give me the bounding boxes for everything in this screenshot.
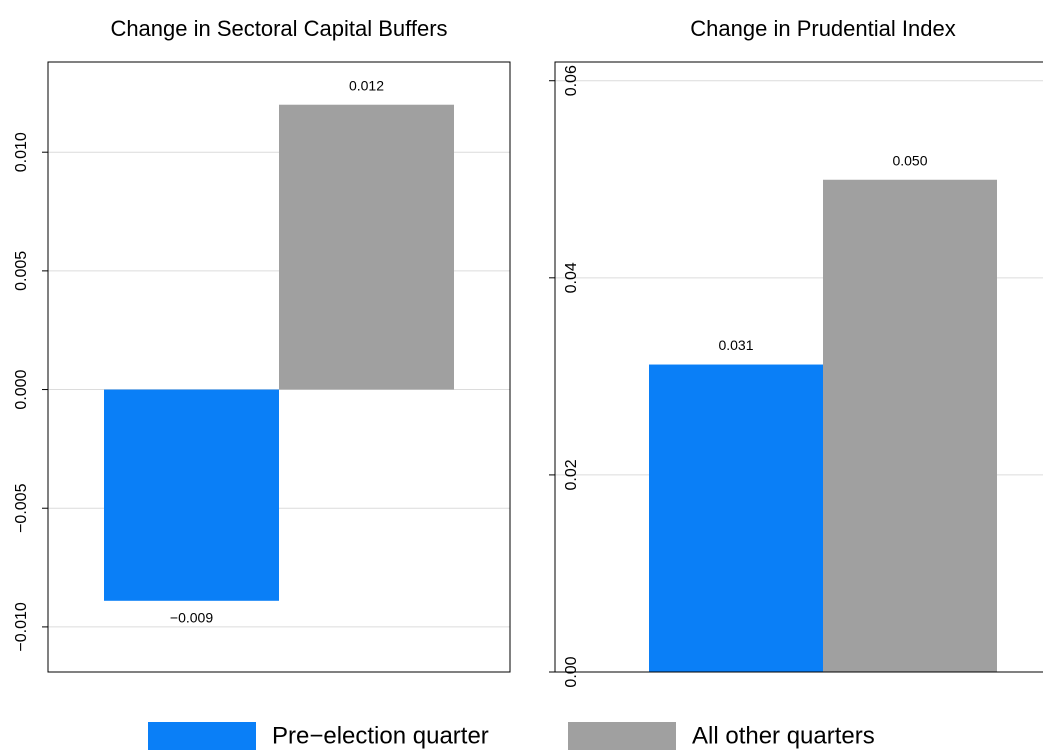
legend-label: All other quarters [692, 722, 875, 749]
bar [823, 179, 997, 673]
plot-frame [554, 61, 1043, 673]
bar [649, 364, 823, 672]
legend-swatch [568, 722, 676, 750]
y-tick-label: −0.005 [13, 483, 30, 532]
value-label: 0.031 [718, 337, 753, 353]
y-tick-label: 0.04 [563, 262, 580, 293]
y-tick-label: 0.06 [563, 65, 580, 96]
y-tick-label: 0.010 [13, 132, 30, 172]
value-label: −0.009 [170, 609, 213, 625]
y-tick-label: 0.005 [13, 251, 30, 291]
y-tick-label: 0.02 [563, 459, 580, 490]
y-tick-label: 0.000 [13, 369, 30, 409]
bar [279, 104, 454, 390]
legend-label: Pre−election quarter [272, 722, 489, 749]
value-label: 0.050 [892, 152, 927, 168]
legend-swatch [148, 722, 256, 750]
plot-frame [47, 61, 511, 673]
chart-title: Change in Sectoral Capital Buffers [110, 16, 447, 41]
bar [104, 389, 279, 601]
y-tick-label: −0.010 [13, 602, 30, 651]
value-label: 0.012 [349, 77, 384, 93]
chart-title: Change in Prudential Index [690, 16, 955, 41]
